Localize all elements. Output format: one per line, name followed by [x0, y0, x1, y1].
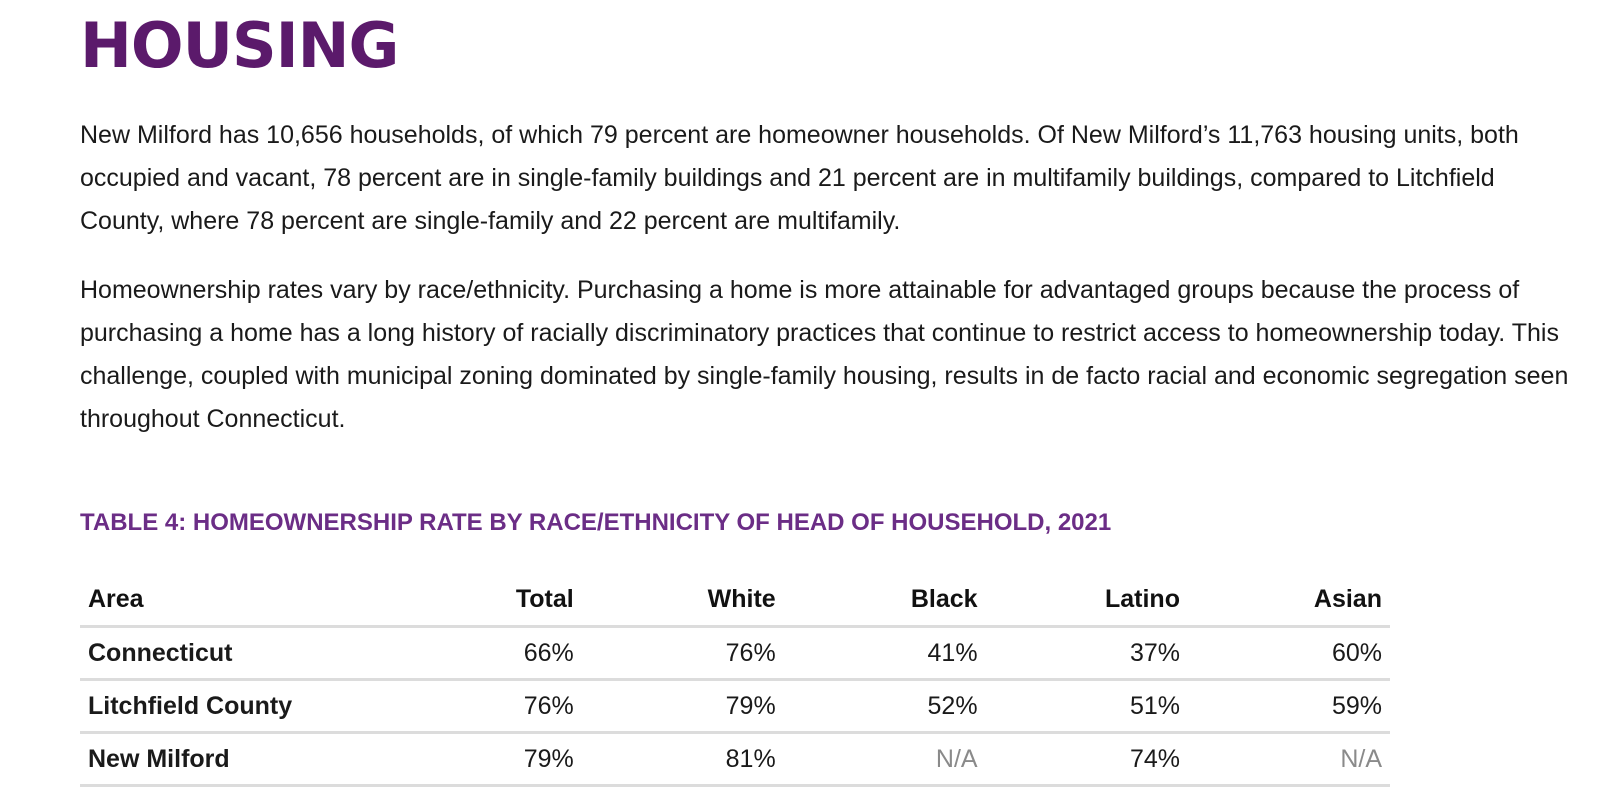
cell-asian: 59%	[1187, 679, 1390, 734]
table-header-row: Area Total White Black Latino Asian	[80, 573, 1390, 628]
column-header-asian: Asian	[1187, 573, 1390, 628]
row-label: New Milford	[80, 732, 400, 787]
cell-white: 79%	[581, 679, 784, 734]
cell-total: 66%	[399, 626, 582, 681]
cell-white: 81%	[581, 732, 784, 787]
homeownership-table: Area Total White Black Latino Asian Conn…	[80, 573, 1390, 787]
cell-black: 52%	[783, 679, 986, 734]
cell-latino: 37%	[985, 626, 1188, 681]
section-heading: HOUSING	[80, 9, 399, 82]
cell-white: 76%	[581, 626, 784, 681]
table-row: New Milford 79% 81% N/A 74% N/A	[80, 732, 1390, 787]
column-header-area: Area	[80, 573, 400, 628]
column-header-white: White	[581, 573, 784, 628]
table-title: TABLE 4: HOMEOWNERSHIP RATE BY RACE/ETHN…	[80, 509, 1112, 536]
column-header-latino: Latino	[985, 573, 1188, 628]
column-header-black: Black	[783, 573, 986, 628]
column-header-total: Total	[399, 573, 582, 628]
cell-black: 41%	[783, 626, 986, 681]
table-row: Litchfield County 76% 79% 52% 51% 59%	[80, 679, 1390, 734]
paragraph-households: New Milford has 10,656 households, of wh…	[80, 121, 1519, 235]
table-row: Connecticut 66% 76% 41% 37% 60%	[80, 626, 1390, 681]
paragraph-homeownership: Homeownership rates vary by race/ethnici…	[80, 276, 1569, 433]
cell-latino: 51%	[985, 679, 1188, 734]
cell-latino: 74%	[985, 732, 1188, 787]
row-label: Litchfield County	[80, 679, 400, 734]
cell-black: N/A	[783, 732, 986, 787]
cell-total: 79%	[399, 732, 582, 787]
cell-total: 76%	[399, 679, 582, 734]
cell-asian: N/A	[1187, 732, 1390, 787]
housing-section: HOUSING New Milford has 10,656 household…	[80, 0, 1580, 787]
cell-asian: 60%	[1187, 626, 1390, 681]
row-label: Connecticut	[80, 626, 400, 681]
